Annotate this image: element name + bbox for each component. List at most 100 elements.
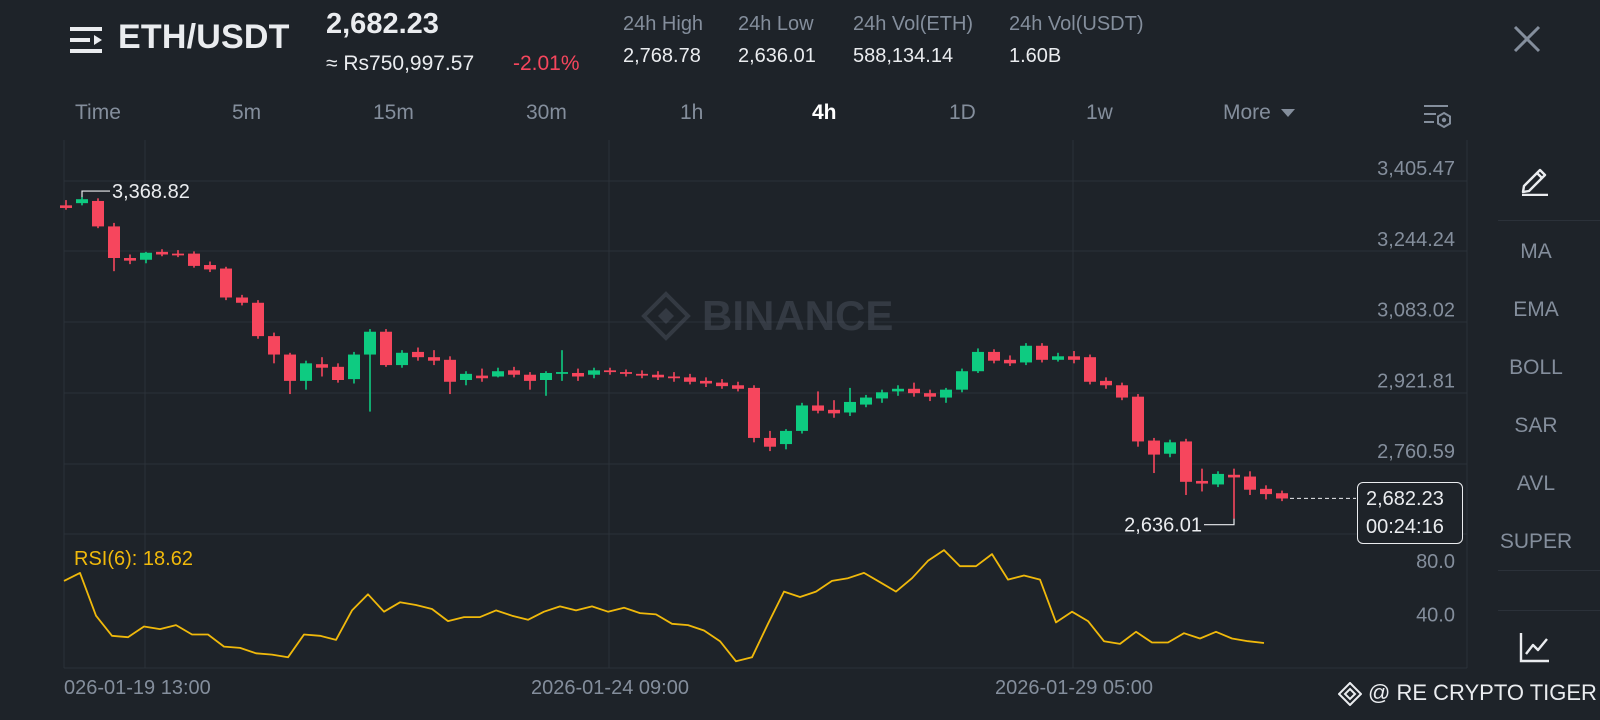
timeframe-5m[interactable]: 5m xyxy=(232,101,262,124)
candle[interactable] xyxy=(700,377,712,388)
candle[interactable] xyxy=(1196,468,1208,492)
candle[interactable] xyxy=(492,367,504,378)
candle[interactable] xyxy=(1036,343,1048,363)
candle[interactable] xyxy=(460,371,472,386)
indicator-avl[interactable]: AVL xyxy=(1516,472,1556,495)
candle[interactable] xyxy=(1004,355,1016,366)
candle[interactable] xyxy=(220,266,232,301)
indicator-ema[interactable]: EMA xyxy=(1513,298,1559,321)
candle[interactable] xyxy=(940,387,952,403)
menu-icon[interactable] xyxy=(70,24,104,56)
timeframe-1w[interactable]: 1w xyxy=(1086,101,1113,124)
close-icon[interactable] xyxy=(1512,24,1542,54)
candle[interactable] xyxy=(268,332,280,364)
candle[interactable] xyxy=(252,300,264,339)
candle[interactable] xyxy=(668,372,680,382)
timeframe-30m[interactable]: 30m xyxy=(526,101,567,124)
candle[interactable] xyxy=(412,347,424,361)
candle[interactable] xyxy=(796,402,808,434)
timeframe-15m[interactable]: 15m xyxy=(373,101,414,124)
candle[interactable] xyxy=(908,382,920,397)
candle[interactable] xyxy=(300,360,312,390)
candle[interactable] xyxy=(348,351,360,384)
candle[interactable] xyxy=(1148,437,1160,474)
candle[interactable] xyxy=(1084,354,1096,385)
candle[interactable] xyxy=(620,369,632,377)
candle[interactable] xyxy=(1020,343,1032,366)
candle[interactable] xyxy=(636,370,648,379)
candle-body xyxy=(1116,385,1128,398)
candle[interactable] xyxy=(92,198,104,229)
timeframe-time[interactable]: Time xyxy=(75,101,121,124)
candle[interactable] xyxy=(316,357,328,377)
candle[interactable] xyxy=(748,385,760,443)
candle[interactable] xyxy=(732,381,744,392)
indicator-sar[interactable]: SAR xyxy=(1514,414,1558,437)
candle[interactable] xyxy=(556,350,568,381)
candle[interactable] xyxy=(124,254,136,265)
candle[interactable] xyxy=(1228,468,1240,519)
candle[interactable] xyxy=(380,329,392,367)
candle[interactable] xyxy=(236,294,248,306)
candle[interactable] xyxy=(684,373,696,385)
candle[interactable] xyxy=(860,394,872,408)
candle[interactable] xyxy=(1244,471,1256,495)
candle[interactable] xyxy=(140,251,152,264)
candle[interactable] xyxy=(1116,382,1128,401)
timeframe-1d[interactable]: 1D xyxy=(949,101,976,124)
candle[interactable] xyxy=(76,197,88,206)
candle[interactable] xyxy=(188,251,200,268)
candle[interactable] xyxy=(812,391,824,414)
candle[interactable] xyxy=(396,350,408,368)
candle[interactable] xyxy=(204,261,216,273)
candle[interactable] xyxy=(604,367,616,375)
candle[interactable] xyxy=(1100,377,1112,389)
candle[interactable] xyxy=(1180,438,1192,495)
candle[interactable] xyxy=(764,430,776,452)
candle[interactable] xyxy=(1212,471,1224,488)
candle[interactable] xyxy=(956,368,968,393)
candle[interactable] xyxy=(828,400,840,418)
indicator-super[interactable]: SUPER xyxy=(1499,530,1573,553)
candle[interactable] xyxy=(332,363,344,383)
timeframe-4h[interactable]: 4h xyxy=(812,101,837,124)
indicator-boll[interactable]: BOLL xyxy=(1509,356,1563,379)
chart-settings-icon[interactable] xyxy=(1422,100,1454,132)
candle[interactable] xyxy=(1276,490,1288,502)
candle[interactable] xyxy=(876,389,888,403)
candle[interactable] xyxy=(108,222,120,272)
pair-title[interactable]: ETH/USDT xyxy=(118,18,290,56)
candle[interactable] xyxy=(924,389,936,402)
candle[interactable] xyxy=(844,387,856,416)
candle[interactable] xyxy=(1164,439,1176,458)
candle[interactable] xyxy=(60,200,72,210)
candle[interactable] xyxy=(652,371,664,381)
candle[interactable] xyxy=(1132,394,1144,447)
pencil-icon[interactable] xyxy=(1518,162,1552,196)
candle[interactable] xyxy=(476,368,488,382)
candle[interactable] xyxy=(524,372,536,390)
candle[interactable] xyxy=(364,329,376,412)
candle[interactable] xyxy=(572,368,584,381)
candle[interactable] xyxy=(988,349,1000,364)
candlestick-chart[interactable]: BINANCE 3,405.47 3,244.24 3,083.02 2,921.81… xyxy=(0,138,1470,710)
indicator-ma[interactable]: MA xyxy=(1520,240,1552,263)
candle[interactable] xyxy=(1068,351,1080,364)
timeframe-1h[interactable]: 1h xyxy=(680,101,704,124)
candle[interactable] xyxy=(540,371,552,396)
candle[interactable] xyxy=(1260,485,1272,500)
candle[interactable] xyxy=(780,429,792,450)
candle[interactable] xyxy=(716,379,728,389)
candle[interactable] xyxy=(156,249,168,257)
line-chart-icon[interactable] xyxy=(1518,630,1552,664)
candle[interactable] xyxy=(892,385,904,396)
candle[interactable] xyxy=(972,348,984,373)
candle[interactable] xyxy=(1052,352,1064,362)
candle[interactable] xyxy=(508,366,520,378)
candle[interactable] xyxy=(172,250,184,258)
candle[interactable] xyxy=(284,352,296,395)
candle[interactable] xyxy=(444,356,456,395)
candle[interactable] xyxy=(588,367,600,379)
timeframe-more[interactable]: More xyxy=(1223,101,1295,125)
candle[interactable] xyxy=(428,350,440,366)
